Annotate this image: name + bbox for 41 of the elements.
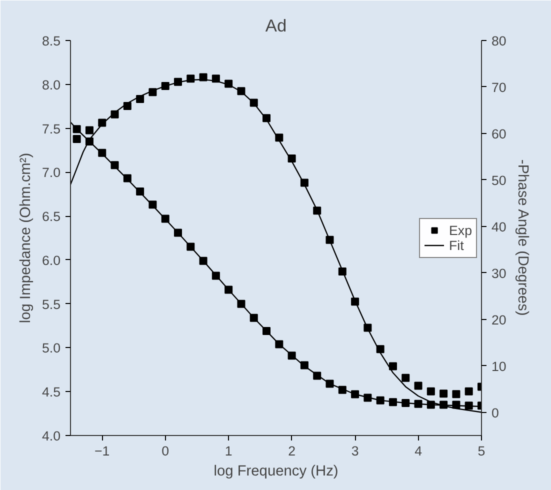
y2-tick-label: 70 <box>492 80 506 95</box>
y2-tick-label: 60 <box>492 126 506 142</box>
y2-tick-label: 0 <box>492 405 499 420</box>
y-tick-label: 6.0 <box>42 252 61 268</box>
legend-label: Exp <box>449 222 472 238</box>
y2-tick-label: 80 <box>492 34 506 48</box>
x-tick-label: 0 <box>162 444 170 458</box>
point <box>426 387 435 396</box>
point <box>452 390 460 398</box>
x-axis-title: log Frequency (Hz) <box>214 464 338 480</box>
y-axis-title: log Impedance (Ohm.cm²) <box>18 152 34 324</box>
y-tick-label: 5.0 <box>42 340 61 356</box>
chart-title: Ad <box>265 16 287 36</box>
point <box>402 374 410 382</box>
x-tick-label: 3 <box>351 444 359 458</box>
point <box>72 135 81 144</box>
y2-tick-label: 10 <box>492 358 506 374</box>
y2-tick-label: 40 <box>492 219 506 234</box>
y-tick-label: 6.5 <box>42 209 61 224</box>
y-tick-label: 4.0 <box>42 428 61 444</box>
y2-axis-title: -Phase Angle (Degrees) <box>514 159 530 316</box>
y-tick-label: 7.5 <box>42 121 61 136</box>
y-tick-label: 7.0 <box>42 165 61 180</box>
x-tick-label: 5 <box>478 444 486 458</box>
x-tick-label: 4 <box>414 444 423 458</box>
point <box>388 362 397 370</box>
y2-tick-label: 50 <box>492 172 506 188</box>
point <box>85 126 94 134</box>
y-tick-label: 4.5 <box>42 384 61 400</box>
legend-label: Fit <box>449 238 464 252</box>
y-tick-label: 5.5 <box>42 296 61 312</box>
y2-tick-label: 20 <box>492 312 506 328</box>
x-tick-label: −1 <box>94 444 110 458</box>
y2-tick-label: 30 <box>492 266 506 281</box>
y-tick-label: 8.5 <box>42 34 61 48</box>
y-tick-label: 8.0 <box>42 77 61 92</box>
point <box>464 387 473 396</box>
point <box>440 390 448 398</box>
x-tick-label: 1 <box>224 444 232 458</box>
point <box>414 382 422 390</box>
x-tick-label: 2 <box>288 444 296 458</box>
